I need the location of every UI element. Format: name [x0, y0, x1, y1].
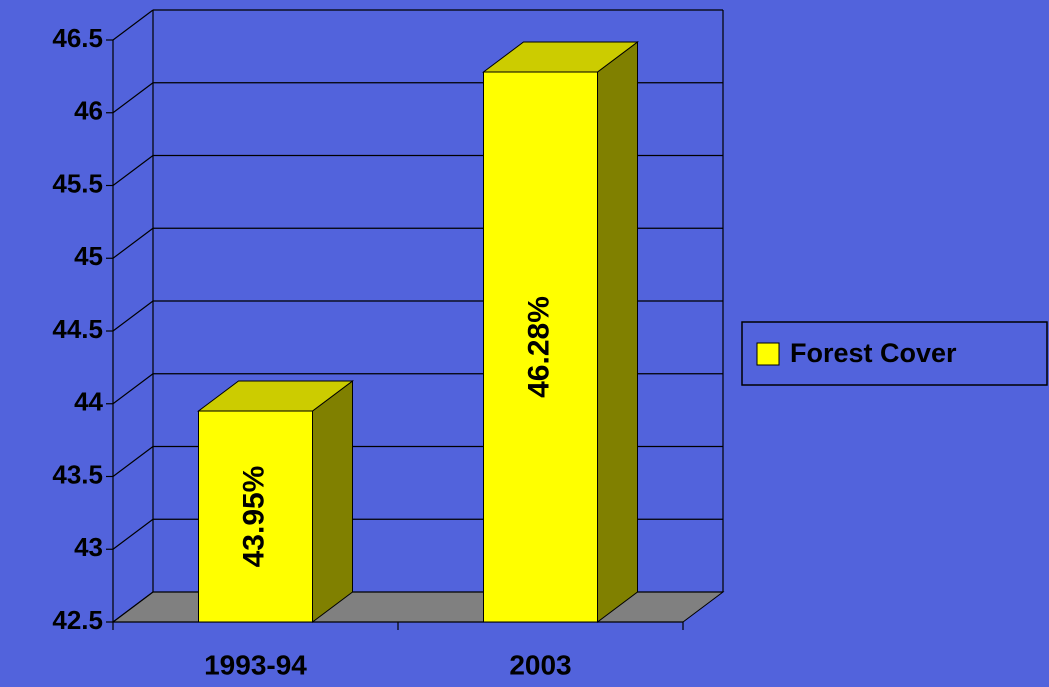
y-tick-label: 45 [74, 241, 103, 271]
y-tick-label: 46 [74, 96, 103, 126]
y-tick-label: 44 [74, 387, 103, 417]
y-tick-label: 44.5 [52, 314, 103, 344]
x-tick-label: 2003 [509, 649, 571, 680]
grid-line-side [112, 227, 154, 259]
grid-line-side [112, 9, 154, 41]
legend-swatch [756, 342, 780, 366]
y-tick-label: 46.5 [52, 23, 103, 53]
y-tick-label: 42.5 [52, 605, 103, 635]
legend-label: Forest Cover [790, 338, 957, 368]
bar [198, 410, 313, 623]
grid-line-side [112, 82, 154, 114]
legend-box [741, 321, 1048, 386]
value-label: 43.95% [237, 466, 270, 568]
x-tick-label: 1993-94 [204, 649, 307, 680]
grid-line-side [112, 446, 154, 477]
grid-line-side [112, 300, 154, 332]
bar-side [597, 41, 638, 623]
grid-line-side [112, 155, 154, 186]
bar-side [312, 380, 353, 623]
grid-line-side [112, 373, 154, 405]
grid-line-side [112, 591, 154, 623]
y-tick-label: 45.5 [52, 168, 103, 198]
grid-line-side [112, 518, 154, 550]
y-tick-label: 43 [74, 532, 103, 562]
value-label: 46.28% [522, 296, 555, 398]
y-tick-label: 43.5 [52, 459, 103, 489]
bar [483, 71, 598, 623]
